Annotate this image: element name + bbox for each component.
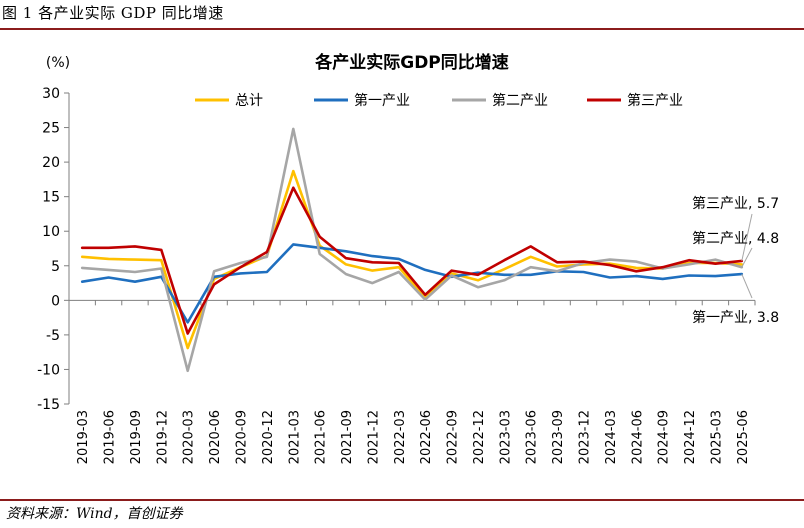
x-tick-label: 2024-09 xyxy=(657,410,672,464)
x-tick-label: 2021-03 xyxy=(287,410,302,464)
x-tick-label: 2022-09 xyxy=(446,410,461,464)
x-tick-label: 2019-06 xyxy=(103,410,118,464)
x-tick-label: 2024-06 xyxy=(630,410,645,464)
x-tick-label: 2023-06 xyxy=(525,410,540,464)
annotation-label: 第一产业, 3.8 xyxy=(692,309,779,326)
annotation-label: 第二产业, 4.8 xyxy=(692,230,779,247)
legend-label: 第三产业 xyxy=(627,92,683,109)
x-tick-label: 2023-09 xyxy=(551,410,566,464)
x-tick-label: 2020-09 xyxy=(235,410,250,464)
y-tick-label: -10 xyxy=(37,362,60,378)
x-tick-label: 2019-12 xyxy=(155,410,170,464)
x-tick-label: 2019-09 xyxy=(129,410,144,464)
legend-label: 第二产业 xyxy=(492,92,548,109)
x-tick-label: 2025-03 xyxy=(709,410,724,464)
y-axis: -15 -10 -5 0 5 10 15 20 25 30 xyxy=(37,86,70,413)
y-tick-label: 20 xyxy=(42,155,60,171)
y-tick-label: 5 xyxy=(51,259,60,275)
y-tick-label: -5 xyxy=(46,328,60,344)
x-tick-label: 2022-03 xyxy=(393,410,408,464)
annotation-leader xyxy=(741,273,753,299)
x-tick-label: 2020-12 xyxy=(261,410,276,464)
series-line xyxy=(80,127,744,373)
y-tick-label: 0 xyxy=(51,293,60,309)
caption-divider xyxy=(0,28,804,30)
series-line xyxy=(80,169,744,350)
legend-label: 总计 xyxy=(235,93,263,109)
series-layer xyxy=(80,127,744,373)
line-chart: 各产业实际GDP同比增速 (%) 总计 第一产业 第二产业 第三产业 -15 -10 -5… xyxy=(37,52,779,464)
x-tick-label: 2021-12 xyxy=(366,410,381,464)
source-note: 资料来源：Wind，首创证券 xyxy=(6,506,183,522)
y-tick-label: -15 xyxy=(37,397,60,413)
chart-title: 各产业实际GDP同比增速 xyxy=(314,52,509,73)
x-tick-label: 2019-03 xyxy=(76,410,91,464)
y-tick-label: 25 xyxy=(42,121,60,137)
legend: 总计 第一产业 第二产业 第三产业 xyxy=(195,92,683,109)
series-line xyxy=(80,186,744,335)
x-tick-label: 2021-06 xyxy=(314,410,329,464)
x-tick-label: 2023-12 xyxy=(578,410,593,464)
x-tick-label: 2024-12 xyxy=(683,410,698,464)
annotation-leader xyxy=(741,247,753,268)
y-tick-label: 30 xyxy=(42,86,60,102)
series-line xyxy=(80,243,744,324)
y-axis-label: (%) xyxy=(46,55,70,71)
x-tick-label: 2025-06 xyxy=(736,410,751,464)
x-tick-label: 2020-03 xyxy=(182,410,197,464)
x-tick-label: 2022-12 xyxy=(472,410,487,464)
x-tick-label: 2020-06 xyxy=(208,410,223,464)
annotation-label: 第三产业, 5.7 xyxy=(692,195,779,212)
x-tick-label: 2022-06 xyxy=(419,410,434,464)
x-tick-label: 2021-09 xyxy=(340,410,355,464)
x-axis: 2019-03 2019-06 2019-09 2019-12 2020-03 2020-… xyxy=(68,299,756,464)
annotation-leader xyxy=(741,213,753,262)
y-tick-label: 10 xyxy=(42,224,60,240)
legend-label: 第一产业 xyxy=(354,92,410,109)
figure-caption: 图 1 各产业实际 GDP 同比增速 xyxy=(2,4,224,22)
y-tick-label: 15 xyxy=(42,190,60,206)
x-tick-label: 2023-03 xyxy=(498,410,513,464)
source-divider xyxy=(0,499,804,501)
annotation-layer: 第三产业, 5.7 第二产业, 4.8 第一产业, 3.8 xyxy=(692,195,779,326)
x-tick-label: 2024-03 xyxy=(604,410,619,464)
